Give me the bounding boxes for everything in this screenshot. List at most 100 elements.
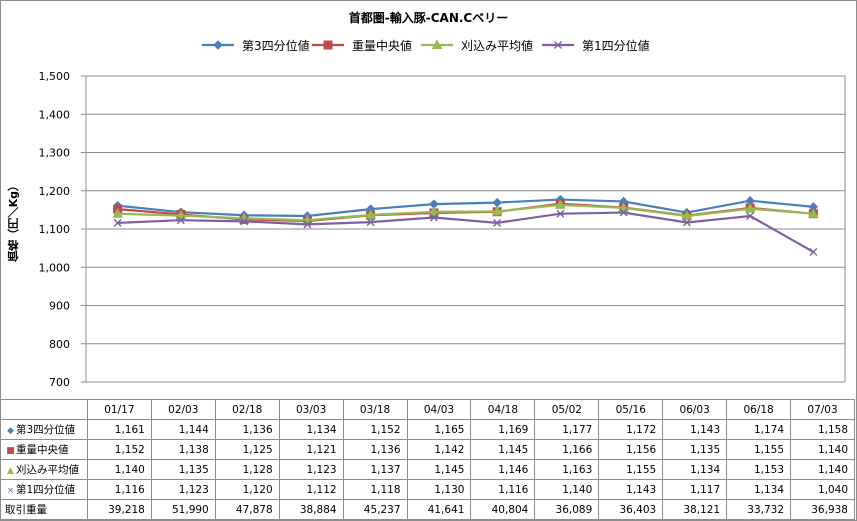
volume-value: 45,237 bbox=[342, 499, 408, 520]
data-label: 1,165 bbox=[406, 419, 472, 440]
data-label: 1,112 bbox=[278, 479, 344, 500]
data-point bbox=[556, 209, 565, 218]
table-corner-cell bbox=[0, 399, 88, 420]
data-label: 1,118 bbox=[342, 479, 408, 500]
series-line bbox=[117, 203, 814, 222]
legend-swatch bbox=[312, 40, 344, 50]
data-label: 1,143 bbox=[662, 419, 728, 440]
y-tick-label: 700 bbox=[49, 376, 70, 389]
volume-value: 36,938 bbox=[790, 499, 855, 520]
legend-label: 第3四分位値 bbox=[242, 39, 310, 53]
data-label: 1,136 bbox=[342, 439, 408, 460]
data-point bbox=[303, 220, 312, 229]
series-name: 第3四分位値 bbox=[16, 424, 76, 436]
table-row-header: × 第1四分位値 bbox=[0, 479, 88, 500]
y-tick-label: 1,300 bbox=[39, 147, 71, 160]
data-point bbox=[213, 40, 223, 50]
table-row: ◆ 第3四分位値 1,161 1,144 1,136 1,134 1,152 1,165 1,1… bbox=[0, 419, 855, 440]
series-marker-icon: ◆ bbox=[7, 426, 14, 436]
data-label: 1,174 bbox=[726, 419, 792, 440]
data-point bbox=[744, 203, 756, 213]
volume-value: 36,403 bbox=[598, 499, 664, 520]
data-point bbox=[682, 218, 691, 227]
data-label: 1,169 bbox=[470, 419, 536, 440]
data-label: 1,134 bbox=[662, 459, 728, 480]
data-label: 1,123 bbox=[150, 479, 216, 500]
series-marker-icon: × bbox=[6, 486, 15, 496]
data-label: 1,135 bbox=[662, 439, 728, 460]
data-label: 1,145 bbox=[470, 439, 536, 460]
table-row: ▲ 刈込み平均値 1,140 1,135 1,128 1,123 1,137 1,145 1,1… bbox=[0, 459, 855, 480]
plot-area: 1,500 1,400 1,300 1,200 1,100 1,000 900 800 700 bbox=[39, 70, 846, 389]
data-point bbox=[365, 209, 376, 219]
data-point bbox=[491, 205, 503, 216]
x-category-label: 06/03 bbox=[662, 399, 728, 420]
data-label: 1,140 bbox=[790, 439, 855, 460]
data-point bbox=[176, 216, 185, 225]
x-category-label: 03/18 bbox=[342, 399, 408, 420]
x-category-label: 04/03 bbox=[406, 399, 472, 420]
y-tick-label: 1,000 bbox=[39, 261, 71, 274]
x-category-label: 05/16 bbox=[598, 399, 664, 420]
data-label: 1,155 bbox=[726, 439, 792, 460]
data-point bbox=[113, 218, 122, 227]
data-label: 1,152 bbox=[86, 439, 152, 460]
data-point bbox=[323, 40, 333, 50]
data-point bbox=[554, 41, 562, 49]
table-row-volume: 取引重量 39,218 51,990 47,878 38,884 45,237 41,641… bbox=[0, 499, 855, 520]
data-label: 1,143 bbox=[598, 479, 664, 500]
series-line bbox=[117, 198, 814, 218]
data-label: 1,138 bbox=[150, 439, 216, 460]
y-tick-label: 1,100 bbox=[39, 223, 71, 236]
data-label: 1,145 bbox=[406, 459, 472, 480]
series-name: 刈込み平均値 bbox=[16, 464, 79, 476]
data-label: 1,158 bbox=[790, 419, 855, 440]
legend-swatch bbox=[421, 39, 453, 49]
data-label: 1,123 bbox=[278, 459, 344, 480]
x-category-label: 02/03 bbox=[150, 399, 216, 420]
x-category-label: 03/03 bbox=[278, 399, 344, 420]
volume-value: 51,990 bbox=[150, 499, 216, 520]
data-point bbox=[746, 212, 755, 220]
data-label: 1,130 bbox=[406, 479, 472, 500]
data-label: 1,116 bbox=[86, 479, 152, 500]
data-point bbox=[240, 217, 249, 226]
data-label: 1,040 bbox=[790, 479, 855, 500]
data-point bbox=[429, 213, 438, 222]
x-category-label: 07/03 bbox=[790, 399, 855, 420]
legend-label: 重量中央値 bbox=[352, 39, 413, 53]
series-marker-icon: ▲ bbox=[7, 466, 14, 476]
volume-value: 47,878 bbox=[214, 499, 280, 520]
table-row: ■重量中央値 1,152 1,138 1,125 1,121 1,136 1,142 1,14… bbox=[0, 439, 855, 460]
data-label: 1,140 bbox=[790, 459, 855, 480]
data-label: 1,125 bbox=[214, 439, 280, 460]
data-label: 1,153 bbox=[726, 459, 792, 480]
data-label: 1,161 bbox=[86, 419, 152, 440]
data-label: 1,140 bbox=[534, 479, 600, 500]
data-point bbox=[492, 197, 502, 208]
table-header-row: 01/17 02/03 02/18 03/03 03/18 04/03 04/18 05/02… bbox=[0, 399, 855, 420]
legend-label: 刈込み平均値 bbox=[461, 39, 534, 53]
data-point bbox=[366, 218, 375, 227]
data-label: 1,172 bbox=[598, 419, 664, 440]
chart-title: 首都圏-輸入豚-CAN.Cベリー bbox=[348, 11, 509, 25]
data-point bbox=[112, 208, 123, 218]
data-label: 1,136 bbox=[214, 419, 280, 440]
table-row-header: 取引重量 bbox=[0, 499, 88, 520]
data-label: 1,177 bbox=[534, 419, 600, 440]
volume-value: 40,804 bbox=[470, 499, 536, 520]
series-line bbox=[117, 211, 814, 253]
series-name: 重量中央値 bbox=[16, 444, 69, 456]
x-category-label: 01/17 bbox=[86, 399, 152, 420]
data-label: 1,128 bbox=[214, 459, 280, 480]
data-label: 1,134 bbox=[278, 419, 344, 440]
x-category-label: 02/18 bbox=[214, 399, 280, 420]
series-marker-icon: ■ bbox=[6, 446, 15, 456]
data-label: 1,120 bbox=[214, 479, 280, 500]
volume-value: 38,884 bbox=[278, 499, 344, 520]
data-label: 1,144 bbox=[150, 419, 216, 440]
y-tick-label: 1,200 bbox=[39, 185, 71, 198]
data-point bbox=[809, 247, 818, 256]
volume-value: 41,641 bbox=[406, 499, 472, 520]
table-row-header: ◆ 第3四分位値 bbox=[0, 419, 88, 440]
